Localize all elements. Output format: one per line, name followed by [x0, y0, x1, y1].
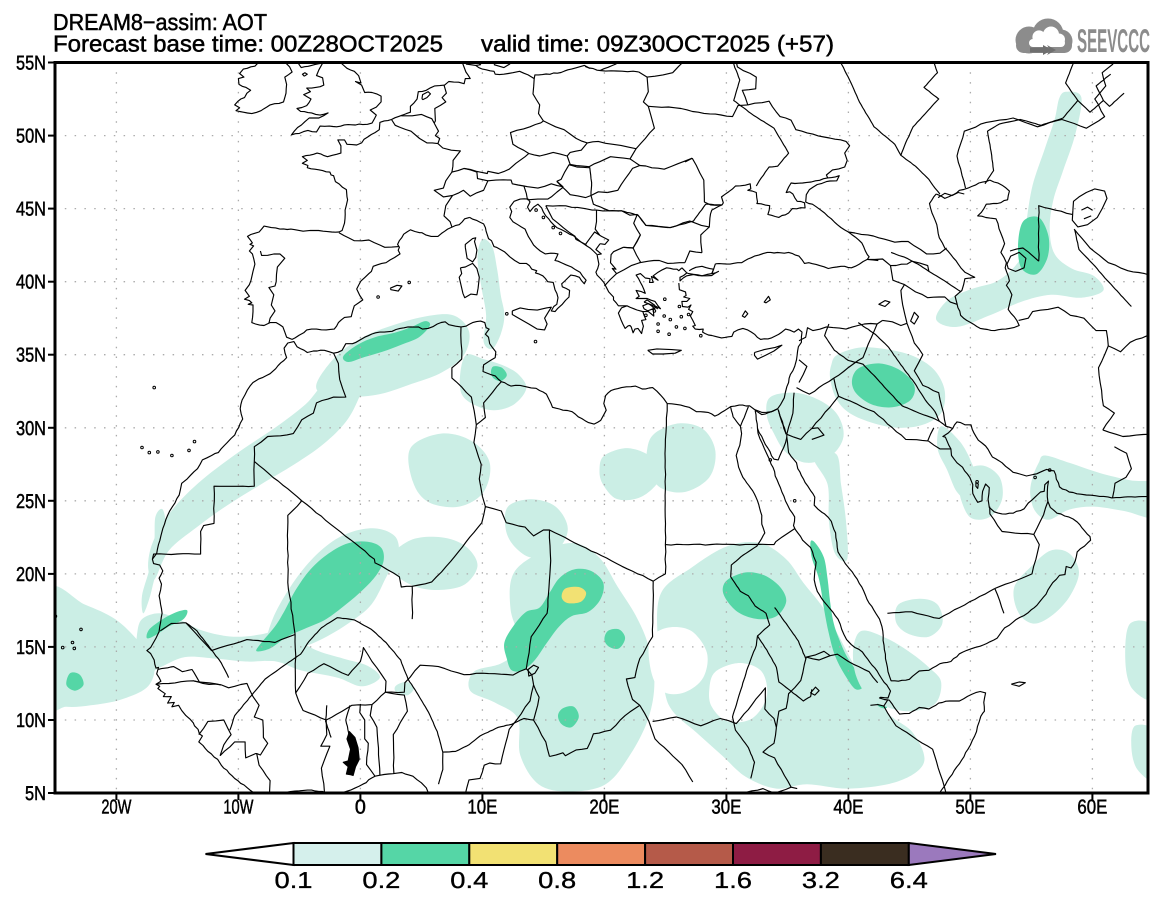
- svg-text:1.6: 1.6: [714, 867, 752, 893]
- svg-text:30N: 30N: [16, 418, 46, 440]
- svg-text:45N: 45N: [16, 199, 46, 221]
- svg-text:valid time: 09Z30OCT2025 (+57): valid time: 09Z30OCT2025 (+57): [481, 31, 834, 57]
- svg-text:10W: 10W: [223, 797, 253, 819]
- svg-text:6.4: 6.4: [890, 867, 928, 893]
- svg-text:0.4: 0.4: [450, 867, 488, 893]
- svg-text:50N: 50N: [16, 126, 46, 148]
- svg-text:20N: 20N: [16, 564, 46, 586]
- svg-text:20E: 20E: [589, 797, 619, 819]
- svg-text:0: 0: [355, 797, 366, 819]
- svg-text:0.2: 0.2: [362, 867, 400, 893]
- svg-text:35N: 35N: [16, 345, 46, 367]
- svg-text:55N: 55N: [16, 53, 46, 75]
- svg-text:5N: 5N: [25, 783, 46, 805]
- svg-text:SEEVCCC: SEEVCCC: [1077, 22, 1150, 59]
- svg-text:15N: 15N: [16, 637, 46, 659]
- svg-text:DREAM8−assim: AOT: DREAM8−assim: AOT: [53, 9, 267, 35]
- svg-text:40E: 40E: [833, 797, 863, 819]
- svg-text:60E: 60E: [1077, 797, 1107, 819]
- svg-text:40N: 40N: [16, 272, 46, 294]
- svg-text:0.8: 0.8: [538, 867, 576, 893]
- svg-text:1.2: 1.2: [626, 867, 664, 893]
- svg-text:Forecast base time: 00Z28OCT20: Forecast base time: 00Z28OCT2025: [53, 31, 443, 57]
- svg-text:10N: 10N: [16, 710, 46, 732]
- svg-text:0.1: 0.1: [275, 867, 313, 893]
- svg-text:25N: 25N: [16, 491, 46, 513]
- svg-text:30E: 30E: [711, 797, 741, 819]
- svg-text:10E: 10E: [467, 797, 497, 819]
- svg-text:3.2: 3.2: [802, 867, 840, 893]
- svg-text:50E: 50E: [955, 797, 985, 819]
- svg-text:20W: 20W: [101, 797, 131, 819]
